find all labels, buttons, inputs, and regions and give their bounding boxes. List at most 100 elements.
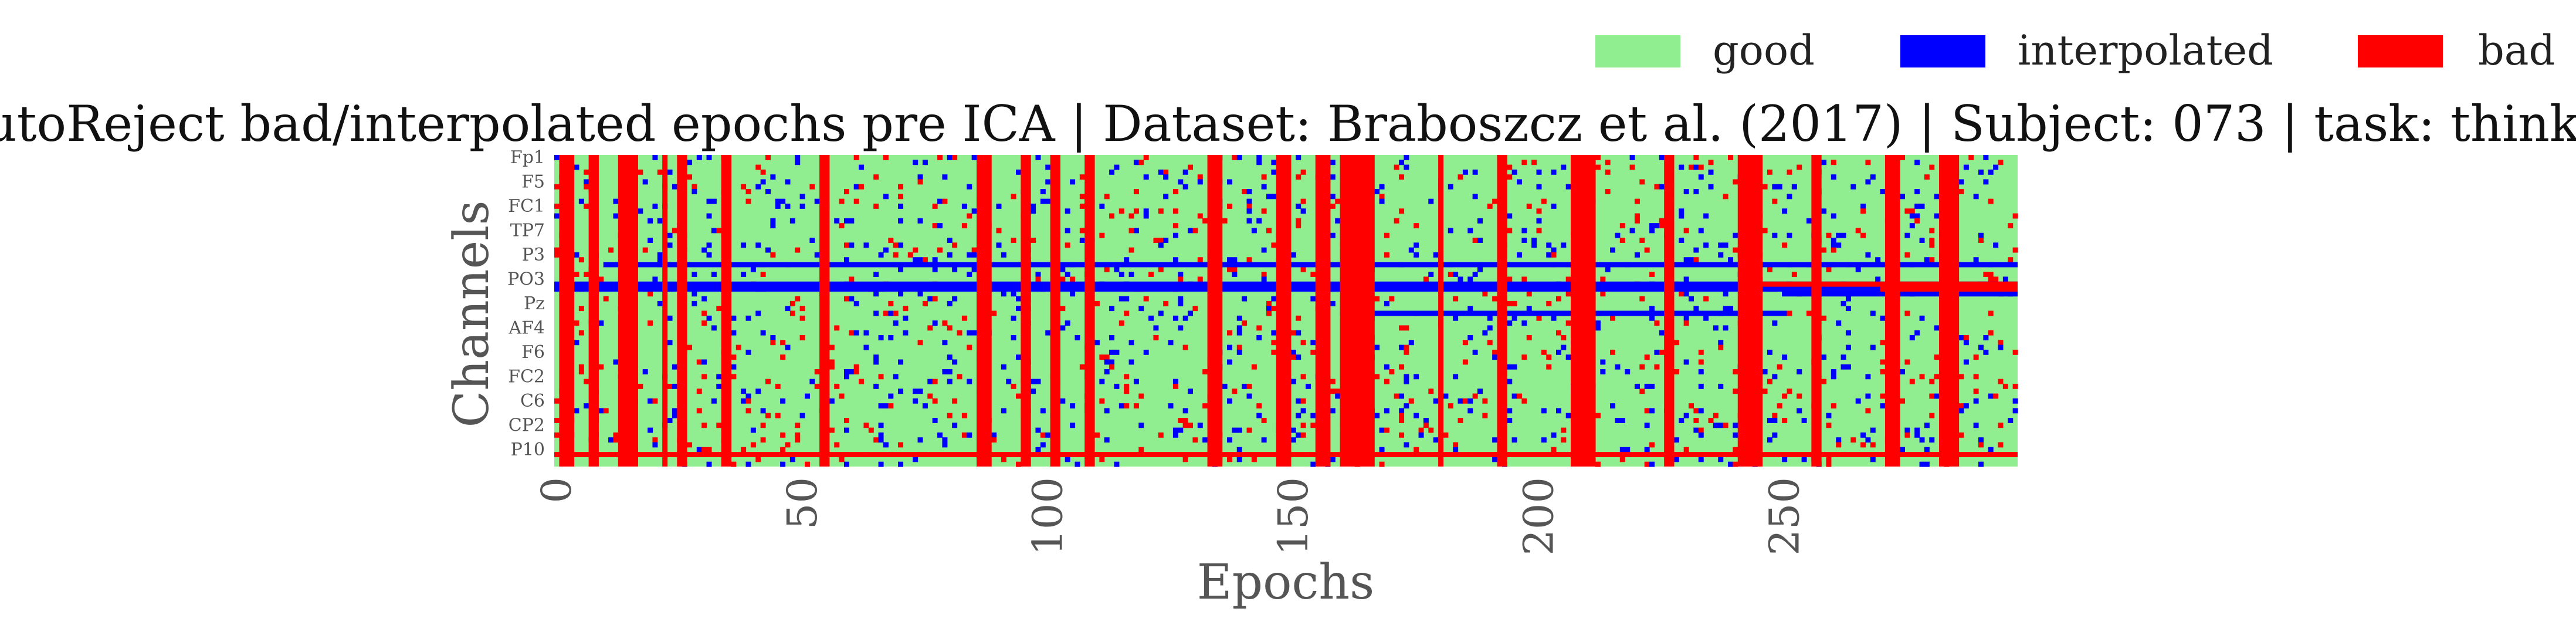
interpolated-cell [1467, 228, 1473, 234]
interpolated-cell [1531, 242, 1537, 248]
bad-cell [1689, 164, 1694, 170]
bad-cell [922, 300, 928, 306]
interpolated-cell [1384, 364, 1389, 370]
interpolated-cell [1172, 257, 1178, 263]
interpolated-cell [1330, 174, 1336, 180]
interpolated-cell [1865, 252, 1871, 258]
interpolated-cell [1188, 310, 1194, 316]
bad-epoch-column [1360, 155, 1365, 467]
bad-cell [741, 447, 747, 452]
interpolated-cell [1467, 398, 1473, 404]
interpolated-cell [1197, 423, 1203, 428]
interpolated-cell [903, 330, 909, 336]
bad-cell [1963, 335, 1969, 340]
interpolated-cell [1404, 155, 1409, 160]
interpolated-cell [1236, 330, 1242, 336]
interpolated-cell [932, 266, 938, 272]
interpolated-cell [1300, 408, 1306, 414]
bad-cell [2008, 257, 2014, 263]
bad-cell [859, 184, 865, 190]
bad-cell [1565, 276, 1571, 282]
bad-cell [843, 296, 849, 302]
bad-cell [1929, 164, 1935, 170]
interpolated-cell [1467, 408, 1473, 414]
bad-cell [799, 306, 805, 312]
bad-cell [1787, 310, 1792, 316]
bad-cell [849, 330, 855, 336]
bad-cell [932, 223, 938, 229]
interpolated-cell [843, 257, 849, 263]
bad-cell [829, 344, 835, 350]
bad-cell [1644, 354, 1650, 360]
interpolated-cell [706, 252, 712, 258]
interpolated-cell [1070, 403, 1076, 409]
bad-cell [1639, 179, 1645, 185]
interpolated-cell [745, 461, 751, 467]
interpolated-cell [1679, 418, 1684, 423]
interpolated-cell [1138, 306, 1144, 312]
interpolated-cell [1236, 447, 1242, 452]
bad-epoch-column [1585, 155, 1591, 467]
bad-cell [1128, 247, 1134, 253]
interpolated-cell [1040, 198, 1046, 204]
bad-cell [648, 320, 653, 326]
interpolated-cell [1919, 437, 1925, 443]
interpolated-cell [1919, 203, 1925, 209]
interpolated-cell [1934, 325, 1940, 331]
bad-cell [1693, 408, 1699, 414]
interpolated-cell [1492, 457, 1498, 462]
bad-cell [1659, 349, 1665, 355]
interpolated-cell [1517, 252, 1522, 258]
bad-cell [755, 457, 761, 462]
bad-cell [1978, 238, 1984, 243]
bad-epoch-column [981, 155, 987, 467]
interpolated-cell [917, 291, 923, 297]
interpolated-cell [667, 418, 673, 423]
interpolated-cell [1654, 349, 1660, 355]
bad-cell [2012, 213, 2018, 219]
interpolated-cell [1654, 223, 1660, 229]
interpolated-cell [692, 189, 697, 194]
interpolated-cell [1551, 432, 1557, 438]
interpolated-cell [1414, 413, 1419, 418]
bad-cell [1202, 369, 1208, 374]
bad-cell [706, 447, 712, 452]
interpolated-cell [1182, 184, 1188, 190]
x-tick-label: 150 [1269, 477, 1317, 556]
bad-cell [1605, 160, 1611, 165]
interpolated-cell [952, 423, 958, 428]
bad-cell [1399, 208, 1405, 214]
bad-cell [834, 442, 840, 448]
bad-epoch-column [1580, 155, 1586, 467]
interpolated-cell [1202, 437, 1208, 443]
interpolated-cell [903, 315, 909, 321]
interpolated-cell [937, 223, 943, 229]
bad-cell [701, 310, 707, 316]
interpolated-cell [843, 369, 849, 374]
bad-cell [2002, 383, 2008, 389]
interpolated-cell [1178, 296, 1184, 302]
interpolated-cell [1659, 330, 1665, 336]
interpolated-cell [1845, 306, 1851, 312]
bad-cell [716, 228, 722, 234]
bad-cell [1001, 457, 1006, 462]
interpolated-cell [1158, 242, 1164, 248]
interpolated-cell [1870, 457, 1876, 462]
interpolated-cell [1521, 320, 1527, 326]
interpolated-cell [1625, 369, 1631, 374]
bad-cell [1988, 330, 1994, 336]
bad-epoch-column [1025, 155, 1031, 467]
interpolated-cell [1487, 315, 1493, 321]
interpolated-cell [1143, 213, 1149, 219]
interpolated-cell [1261, 437, 1267, 443]
bad-cell [1296, 315, 1301, 321]
bad-cell [578, 257, 584, 263]
bad-cell [1831, 247, 1836, 253]
bad-cell [937, 155, 943, 160]
interpolated-cell [648, 398, 653, 404]
interpolated-cell [1988, 447, 1994, 452]
interpolated-cell [1414, 242, 1419, 248]
interpolated-cell [843, 427, 849, 433]
interpolated-cell [1880, 189, 1886, 194]
bad-cell [1246, 203, 1252, 209]
